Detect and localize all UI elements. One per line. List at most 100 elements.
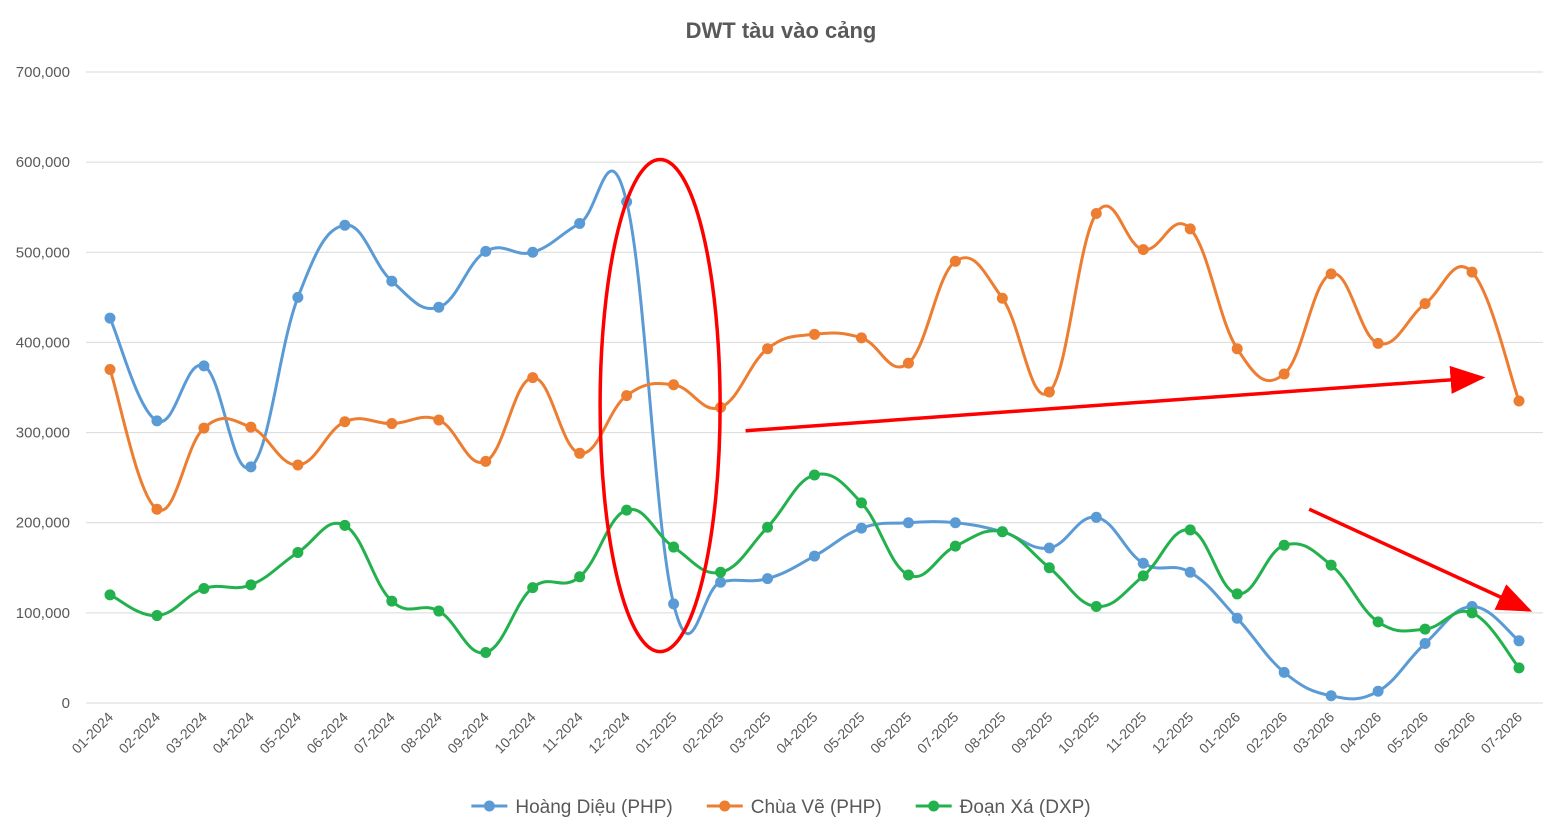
x-tick-label: 06-2024 bbox=[303, 709, 351, 757]
data-point bbox=[527, 582, 539, 594]
data-point bbox=[574, 571, 586, 583]
data-point bbox=[480, 647, 492, 659]
data-point bbox=[668, 541, 680, 553]
x-tick-label: 01-2025 bbox=[632, 709, 680, 757]
data-point bbox=[292, 291, 304, 303]
legend-item: Chùa Vẽ (PHP) bbox=[706, 797, 882, 818]
data-point bbox=[198, 360, 210, 372]
x-tick-label: 11-2025 bbox=[1102, 709, 1149, 756]
data-point bbox=[621, 504, 633, 516]
data-point bbox=[339, 416, 351, 428]
x-tick-label: 03-2024 bbox=[162, 709, 210, 757]
legend-swatch-marker bbox=[928, 800, 940, 812]
x-tick-label: 01-2026 bbox=[1196, 709, 1244, 757]
data-point bbox=[1419, 298, 1431, 310]
x-tick-label: 02-2024 bbox=[115, 709, 163, 757]
data-point bbox=[1372, 616, 1384, 628]
annotation-layer bbox=[598, 157, 1533, 654]
data-point bbox=[527, 246, 539, 258]
data-point bbox=[715, 576, 727, 588]
data-point bbox=[574, 217, 586, 229]
data-point bbox=[996, 526, 1008, 538]
y-tick-label: 0 bbox=[62, 695, 70, 712]
data-point bbox=[1372, 337, 1384, 349]
data-point bbox=[668, 598, 680, 610]
data-point bbox=[151, 503, 163, 515]
data-point bbox=[151, 610, 163, 622]
chart-title: DWT tàu vào cảng bbox=[686, 18, 877, 43]
data-point bbox=[902, 357, 914, 369]
x-tick-label: 12-2025 bbox=[1149, 709, 1197, 757]
data-point bbox=[292, 546, 304, 558]
data-point bbox=[621, 390, 633, 402]
x-tick-label: 01-2024 bbox=[68, 709, 116, 757]
series-0 bbox=[104, 169, 1525, 702]
data-point bbox=[245, 461, 257, 473]
data-point bbox=[433, 301, 445, 313]
data-point bbox=[855, 332, 867, 344]
data-point bbox=[1137, 557, 1149, 569]
y-axis-ticks: 0 100,000 200,000 300,000 400,000 500,000 600,… bbox=[16, 64, 70, 712]
data-point bbox=[1325, 690, 1337, 702]
data-point bbox=[1278, 666, 1290, 678]
data-point bbox=[1278, 539, 1290, 551]
data-point bbox=[668, 379, 680, 391]
data-point bbox=[1325, 559, 1337, 571]
data-point bbox=[574, 447, 586, 459]
y-tick-label: 100,000 bbox=[16, 605, 70, 622]
data-point bbox=[715, 566, 727, 578]
y-tick-label: 500,000 bbox=[16, 244, 70, 261]
x-tick-label: 07-2026 bbox=[1477, 709, 1525, 757]
series-2 bbox=[104, 469, 1525, 674]
series-line bbox=[109, 472, 1521, 669]
trend-arrow bbox=[745, 365, 1486, 433]
data-point bbox=[198, 422, 210, 434]
x-tick-label: 11-2024 bbox=[539, 709, 586, 756]
x-tick-label: 08-2025 bbox=[961, 709, 1009, 757]
data-point bbox=[198, 583, 210, 595]
data-point bbox=[104, 589, 116, 601]
legend-label: Chùa Vẽ (PHP) bbox=[751, 797, 882, 818]
gridlines bbox=[86, 71, 1543, 704]
x-tick-label: 08-2024 bbox=[397, 709, 445, 757]
data-point bbox=[949, 540, 961, 552]
x-tick-label: 04-2024 bbox=[209, 709, 257, 757]
data-point bbox=[480, 245, 492, 257]
data-point bbox=[1231, 612, 1243, 624]
x-tick-label: 03-2026 bbox=[1290, 709, 1338, 757]
data-point bbox=[339, 519, 351, 531]
x-tick-label: 03-2025 bbox=[726, 709, 774, 757]
data-point bbox=[527, 372, 539, 384]
legend: Hoàng Diệu (PHP) Chùa Vẽ (PHP) Đoạn Xá (DX… bbox=[471, 797, 1091, 818]
data-point bbox=[1372, 685, 1384, 697]
data-point bbox=[1513, 662, 1525, 674]
x-tick-label: 07-2025 bbox=[914, 709, 962, 757]
data-point bbox=[1043, 386, 1055, 398]
data-point bbox=[1231, 343, 1243, 355]
data-point bbox=[386, 595, 398, 607]
data-point bbox=[1184, 223, 1196, 235]
legend-item: Đoạn Xá (DXP) bbox=[915, 797, 1091, 818]
data-point bbox=[809, 469, 820, 481]
x-tick-label: 09-2024 bbox=[444, 709, 492, 757]
data-point bbox=[949, 517, 961, 529]
data-point bbox=[386, 275, 398, 287]
data-point bbox=[949, 255, 961, 267]
x-tick-label: 05-2025 bbox=[820, 709, 868, 757]
data-point bbox=[762, 521, 774, 533]
data-point bbox=[1419, 638, 1431, 650]
data-point bbox=[1466, 266, 1478, 278]
data-point bbox=[339, 219, 351, 231]
series-line bbox=[108, 169, 1520, 701]
data-point bbox=[1090, 208, 1102, 220]
x-tick-label: 02-2026 bbox=[1243, 709, 1291, 757]
data-point bbox=[292, 459, 304, 471]
data-point bbox=[1231, 588, 1243, 600]
data-point bbox=[245, 421, 257, 433]
data-point bbox=[1325, 268, 1337, 280]
data-point bbox=[245, 579, 257, 591]
x-tick-label: 12-2024 bbox=[585, 709, 633, 757]
data-point bbox=[104, 312, 116, 324]
